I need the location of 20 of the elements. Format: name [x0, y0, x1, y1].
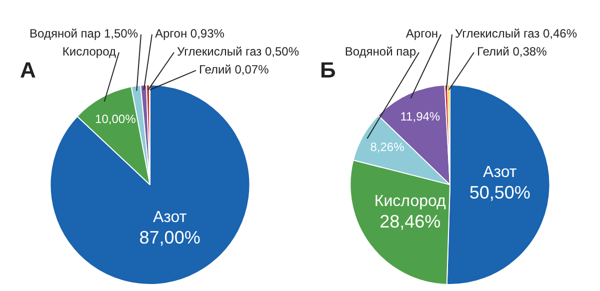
data-label: 50,50% — [469, 182, 530, 202]
slice-label: Гелий 0,07% — [199, 62, 270, 77]
slice-label: Кислород — [62, 44, 116, 59]
data-label: 11,94% — [400, 110, 440, 124]
slice-label: Углекислый газ 0,46% — [455, 26, 578, 41]
slice-label: Аргон — [406, 26, 438, 41]
data-label: 87,00% — [139, 227, 200, 248]
slice-label: Аргон 0,93% — [155, 26, 225, 41]
text: А — [20, 57, 36, 82]
data-label: 28,46% — [380, 212, 441, 232]
data-label: 10,00% — [95, 112, 136, 126]
slice-label: Водяной пар 1,50% — [30, 26, 138, 41]
slice-label: Углекислый газ 0,50% — [177, 44, 300, 59]
data-label: 8,26% — [370, 140, 405, 154]
text: Б — [320, 57, 336, 82]
slice-label: Водяной пар — [344, 44, 416, 59]
slice-label: Гелий 0,38% — [477, 44, 548, 59]
slice-label: Азот — [152, 208, 188, 226]
slice-label: Азот — [483, 164, 518, 181]
slice-label: Кислород — [374, 193, 447, 210]
